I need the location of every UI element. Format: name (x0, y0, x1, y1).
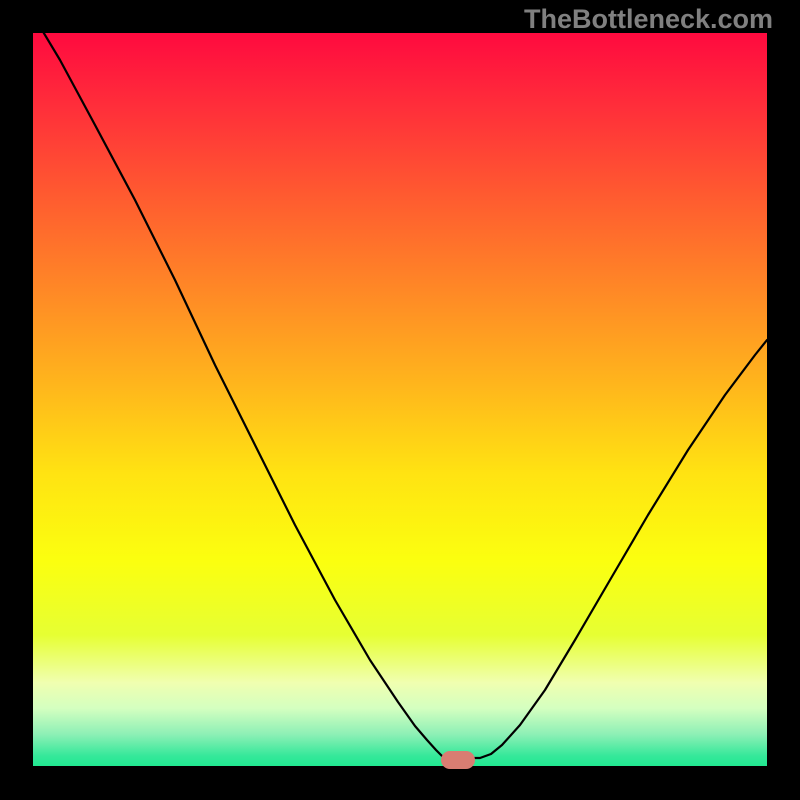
optimal-marker (441, 751, 475, 769)
plot-area (33, 33, 767, 767)
plot-svg (33, 33, 767, 767)
watermark-text: TheBottleneck.com (524, 4, 773, 35)
gradient-rect (33, 33, 767, 767)
